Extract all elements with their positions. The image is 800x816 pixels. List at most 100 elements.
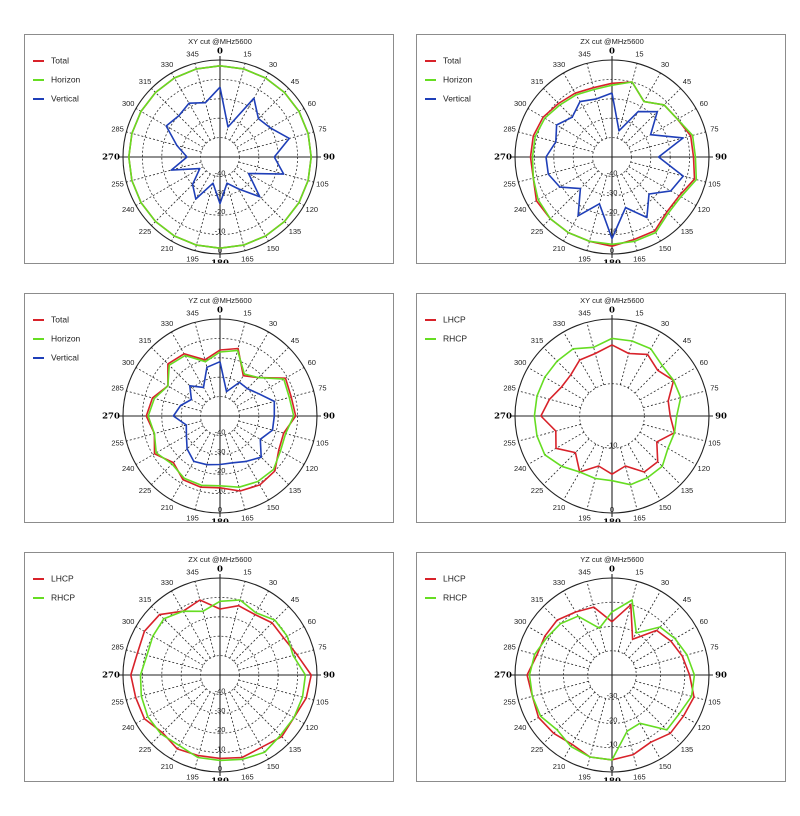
grid-spoke — [238, 679, 314, 701]
angle-tick-label: 210 — [553, 503, 566, 512]
grid-spoke — [233, 606, 289, 662]
radial-tick-label: -10 — [607, 440, 618, 449]
grid-spoke — [233, 170, 289, 226]
grid-spoke — [171, 691, 211, 760]
grid-spoke — [616, 175, 638, 251]
angle-tick-label: 315 — [531, 77, 544, 86]
grid-spoke — [635, 680, 706, 701]
grid-spoke — [630, 161, 706, 183]
grid-spoke — [627, 331, 661, 389]
angle-tick-label: 105 — [316, 438, 329, 447]
angle-tick-label: 255 — [503, 438, 516, 447]
radial-tick-label: -30 — [607, 691, 618, 700]
grid-spoke — [527, 626, 592, 664]
angle-tick-label: 195 — [578, 513, 591, 522]
legend-label: LHCP — [51, 573, 74, 583]
angle-tick-label: 315 — [139, 336, 152, 345]
series-line-vertical — [165, 86, 291, 205]
grid-spoke — [625, 88, 681, 144]
angle-tick-label: 240 — [122, 464, 135, 473]
angle-tick-label: 240 — [122, 723, 135, 732]
angle-tick-label: 0 — [217, 565, 223, 575]
grid-spoke — [233, 347, 289, 403]
grid-spoke — [126, 420, 202, 442]
radial-tick-label: -40 — [215, 168, 226, 177]
angle-tick-label: 300 — [514, 99, 527, 108]
angle-tick-label: 300 — [122, 99, 135, 108]
angle-tick-label: 0 — [609, 565, 615, 575]
grid-spoke — [621, 72, 661, 141]
polar-chart-xy-cut-1: XY cut @MHz5600 0 15 30 45 60 75 90 105 120 135 150… — [24, 34, 394, 264]
grid-spoke — [151, 88, 207, 144]
grid-spoke — [238, 420, 314, 442]
series-line-lhcp — [540, 344, 676, 475]
angle-tick-label: 150 — [659, 762, 672, 771]
angle-tick-label: 15 — [635, 309, 643, 318]
angle-tick-label: 0 — [217, 306, 223, 316]
angle-tick-label: 60 — [308, 358, 316, 367]
angle-tick-label: 180 — [211, 777, 229, 782]
grid-spoke — [135, 626, 204, 666]
angle-tick-label: 165 — [241, 772, 254, 781]
radial-tick-label: -30 — [215, 188, 226, 197]
angle-tick-label: 285 — [111, 384, 124, 393]
grid-spoke — [563, 173, 603, 242]
grid-spoke — [586, 581, 607, 652]
grid-spoke — [628, 166, 697, 206]
grid-spoke — [635, 649, 706, 670]
radial-tick-label: 0 — [610, 505, 614, 514]
angle-tick-label: 0 — [217, 47, 223, 57]
grid-spoke — [625, 170, 681, 226]
grid-spoke — [543, 88, 599, 144]
angle-tick-label: 210 — [161, 503, 174, 512]
grid-spoke — [194, 175, 216, 251]
angle-tick-label: 345 — [578, 568, 591, 577]
grid-spoke — [628, 606, 681, 659]
angle-tick-label: 330 — [161, 60, 174, 69]
grid-spoke — [616, 63, 638, 139]
grid-spoke — [619, 447, 638, 510]
angle-tick-label: 285 — [111, 643, 124, 652]
grid-spoke — [238, 390, 314, 412]
angle-tick-label: 165 — [633, 513, 646, 522]
grid-spoke — [135, 425, 204, 465]
legend-label: Total — [443, 55, 461, 65]
polar-chart-zx-cut-2: ZX cut @MHz5600 0 15 30 45 60 75 90 105 120 135 150… — [24, 552, 394, 782]
angle-tick-label: 135 — [289, 745, 302, 754]
radial-tick-label: -20 — [215, 207, 226, 216]
angle-tick-label: 240 — [122, 205, 135, 214]
grid-spoke — [224, 693, 246, 769]
grid-spoke — [151, 606, 207, 662]
series-line-rhcp — [533, 337, 682, 486]
angle-tick-label: 255 — [111, 438, 124, 447]
series-line-vertical — [545, 92, 685, 240]
angle-tick-label: 45 — [291, 595, 299, 604]
series-line-rhcp — [139, 599, 307, 762]
angle-tick-label: 255 — [111, 179, 124, 188]
angle-tick-label: 75 — [710, 643, 718, 652]
angle-tick-label: 315 — [531, 595, 544, 604]
grid-spoke — [171, 590, 211, 659]
angle-tick-label: 300 — [514, 617, 527, 626]
angle-tick-label: 60 — [308, 99, 316, 108]
radial-tick-label: -10 — [607, 740, 618, 749]
angle-tick-label: 240 — [514, 723, 527, 732]
angle-tick-label: 330 — [161, 578, 174, 587]
grid-spoke — [527, 108, 596, 148]
grid-spoke — [628, 108, 697, 148]
grid-spoke — [229, 173, 269, 242]
angle-tick-label: 180 — [603, 777, 621, 782]
angle-tick-label: 105 — [708, 179, 721, 188]
angle-tick-label: 90 — [715, 412, 727, 422]
angle-tick-label: 150 — [267, 503, 280, 512]
grid-spoke — [236, 626, 305, 666]
angle-tick-label: 285 — [111, 125, 124, 134]
grid-spoke — [543, 606, 596, 659]
angle-tick-label: 120 — [698, 464, 711, 473]
angle-tick-label: 120 — [306, 205, 319, 214]
angle-tick-label: 165 — [633, 772, 646, 781]
